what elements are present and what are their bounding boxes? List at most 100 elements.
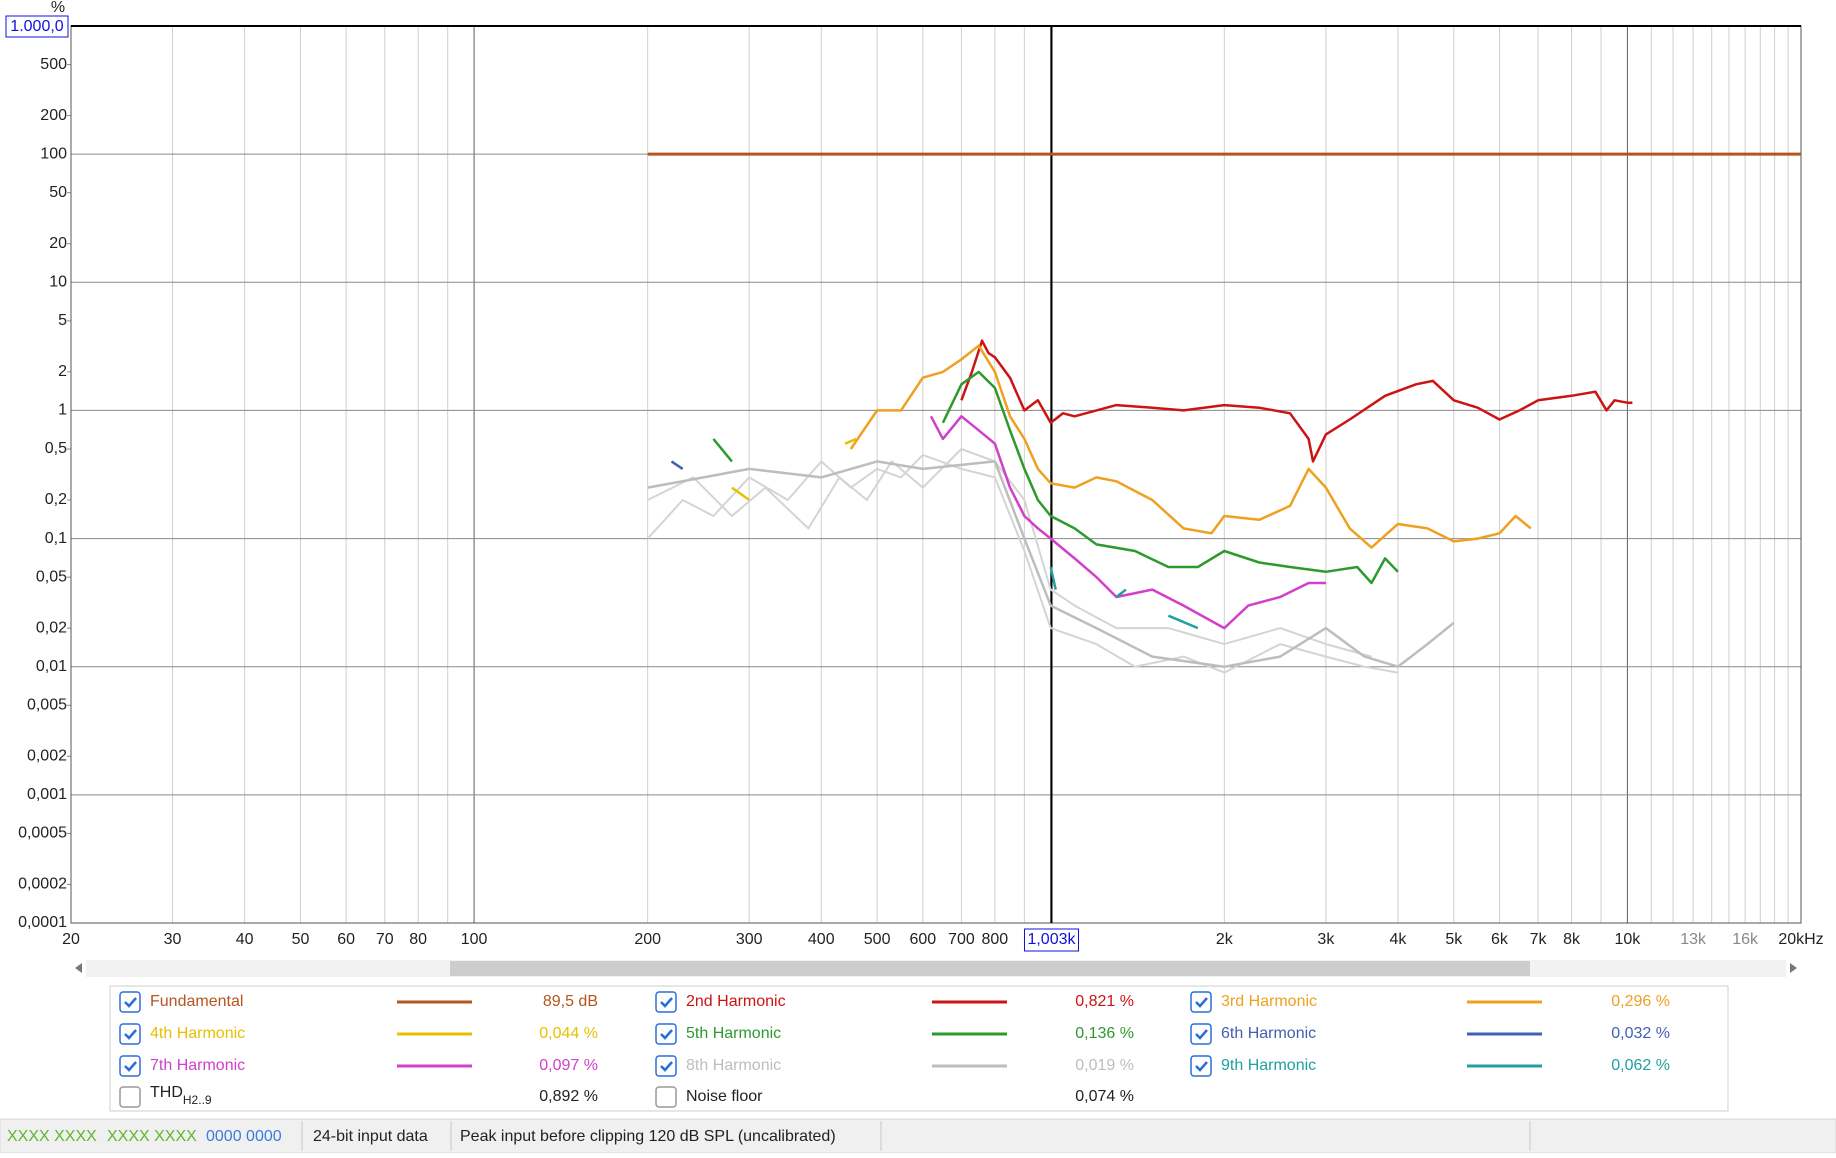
y-tick-label: 0,0002 [18,876,67,893]
status-text: XXXX XXXX [107,1128,197,1145]
series-line [670,460,684,470]
x-tick-label: 50 [292,931,310,948]
y-tick-label: 10 [49,274,67,291]
legend-readout: 0,019 % [1075,1057,1134,1074]
legend-name[interactable]: Fundamental [150,993,243,1010]
y-tick-label: 0,0001 [18,914,67,931]
checkbox[interactable] [655,991,677,1013]
status-text: 0000 0000 [206,1128,282,1145]
legend-readout: 0,097 % [539,1057,598,1074]
x-tick-label: 80 [409,931,427,948]
checkbox-check [1195,1029,1208,1040]
y-tick-label: 0,2 [45,491,67,508]
x-cursor-label: 1,003k [1027,931,1076,948]
series-line [849,344,1532,549]
y-tick-label: 0,001 [27,786,67,803]
y-tick-label: 200 [40,107,67,124]
legend-readout: 0,136 % [1075,1025,1134,1042]
legend-name[interactable]: 7th Harmonic [150,1057,245,1074]
legend-panel [109,985,1729,1112]
y-tick-label: 50 [49,184,67,201]
x-tick-label: 2k [1216,931,1234,948]
scrollbar-thumb[interactable] [450,961,1530,976]
legend-name-sub: H2..9 [183,1093,212,1107]
status-text: Peak input before clipping 120 dB SPL (u… [460,1128,836,1145]
x-tick-label: 20kHz [1778,931,1823,948]
legend-readout: 0,062 % [1611,1057,1670,1074]
scroll-right[interactable] [1790,963,1797,973]
legend-name[interactable]: 9th Harmonic [1221,1057,1316,1074]
checkbox[interactable] [119,1055,141,1077]
checkbox-check [124,1029,137,1040]
checkbox-check [1195,1061,1208,1072]
legend-readout: 0,044 % [539,1025,598,1042]
x-cursor-box [1023,928,1079,952]
legend-readout: 0,296 % [1611,993,1670,1010]
y-tick-label: 500 [40,56,67,73]
status-text: 24-bit input data [313,1128,428,1145]
checkbox[interactable] [1190,1055,1212,1077]
checkbox[interactable] [1190,1023,1212,1045]
checkbox-check [660,997,673,1008]
series-line [929,415,1326,630]
x-tick-label: 6k [1491,931,1509,948]
legend-name[interactable]: 2nd Harmonic [686,993,786,1010]
y-tick-label: 0,5 [45,440,67,457]
x-tick-label: 500 [864,931,891,948]
y-tick-label: 0,1 [45,530,67,547]
scroll-left[interactable] [75,963,82,973]
checkbox-check [124,997,137,1008]
legend-name[interactable]: 6th Harmonic [1221,1025,1316,1042]
y-tick-label: 1 [58,402,67,419]
checkbox[interactable] [119,991,141,1013]
checkbox[interactable] [655,1086,677,1108]
legend-readout: 89,5 dB [543,993,598,1010]
legend-readout: 0,821 % [1075,993,1134,1010]
checkbox[interactable] [119,1086,141,1108]
checkbox[interactable] [1190,991,1212,1013]
y-tick-label: 20 [49,235,67,252]
legend-readout: 0,892 % [539,1088,598,1105]
y-cursor-box [5,15,69,38]
legend-name[interactable]: 3rd Harmonic [1221,993,1317,1010]
checkbox[interactable] [655,1023,677,1045]
x-tick-label: 10k [1615,931,1642,948]
legend-name[interactable]: Noise floor [686,1088,763,1105]
x-tick-label: 4k [1389,931,1407,948]
x-tick-label: 8k [1563,931,1581,948]
series-line [731,437,857,502]
x-tick-label: 7k [1530,931,1548,948]
legend-readout: 0,074 % [1075,1088,1134,1105]
y-unit: % [51,0,65,16]
checkbox-check [660,1029,673,1040]
x-tick-label: 800 [982,931,1009,948]
x-tick-label: 700 [948,931,975,948]
legend-name[interactable]: 5th Harmonic [686,1025,781,1042]
x-tick-label: 40 [236,931,254,948]
y-tick-label: 0,01 [36,658,67,675]
y-tick-label: 0,0005 [18,825,67,842]
y-tick-label: 0,002 [27,748,67,765]
legend-name[interactable]: 8th Harmonic [686,1057,781,1074]
checkbox[interactable] [119,1023,141,1045]
x-tick-label: 30 [164,931,182,948]
noise-trace [647,448,1372,658]
y-tick-label: 0,02 [36,619,67,636]
y-tick-label: 100 [40,145,67,162]
y-tick-label: 5 [58,312,67,329]
legend-readout: 0,032 % [1611,1025,1670,1042]
y-tick-label: 0,05 [36,568,67,585]
checkbox[interactable] [655,1055,677,1077]
noise-trace [646,453,1399,674]
x-tick-label: 13k [1680,931,1707,948]
checkbox-check [660,1061,673,1072]
x-tick-label: 20 [62,931,80,948]
checkbox-check [124,1061,137,1072]
y-tick-label: 2 [58,363,67,380]
x-tick-label: 70 [376,931,394,948]
legend-name[interactable]: 4th Harmonic [150,1025,245,1042]
x-tick-label: 16k [1732,931,1759,948]
